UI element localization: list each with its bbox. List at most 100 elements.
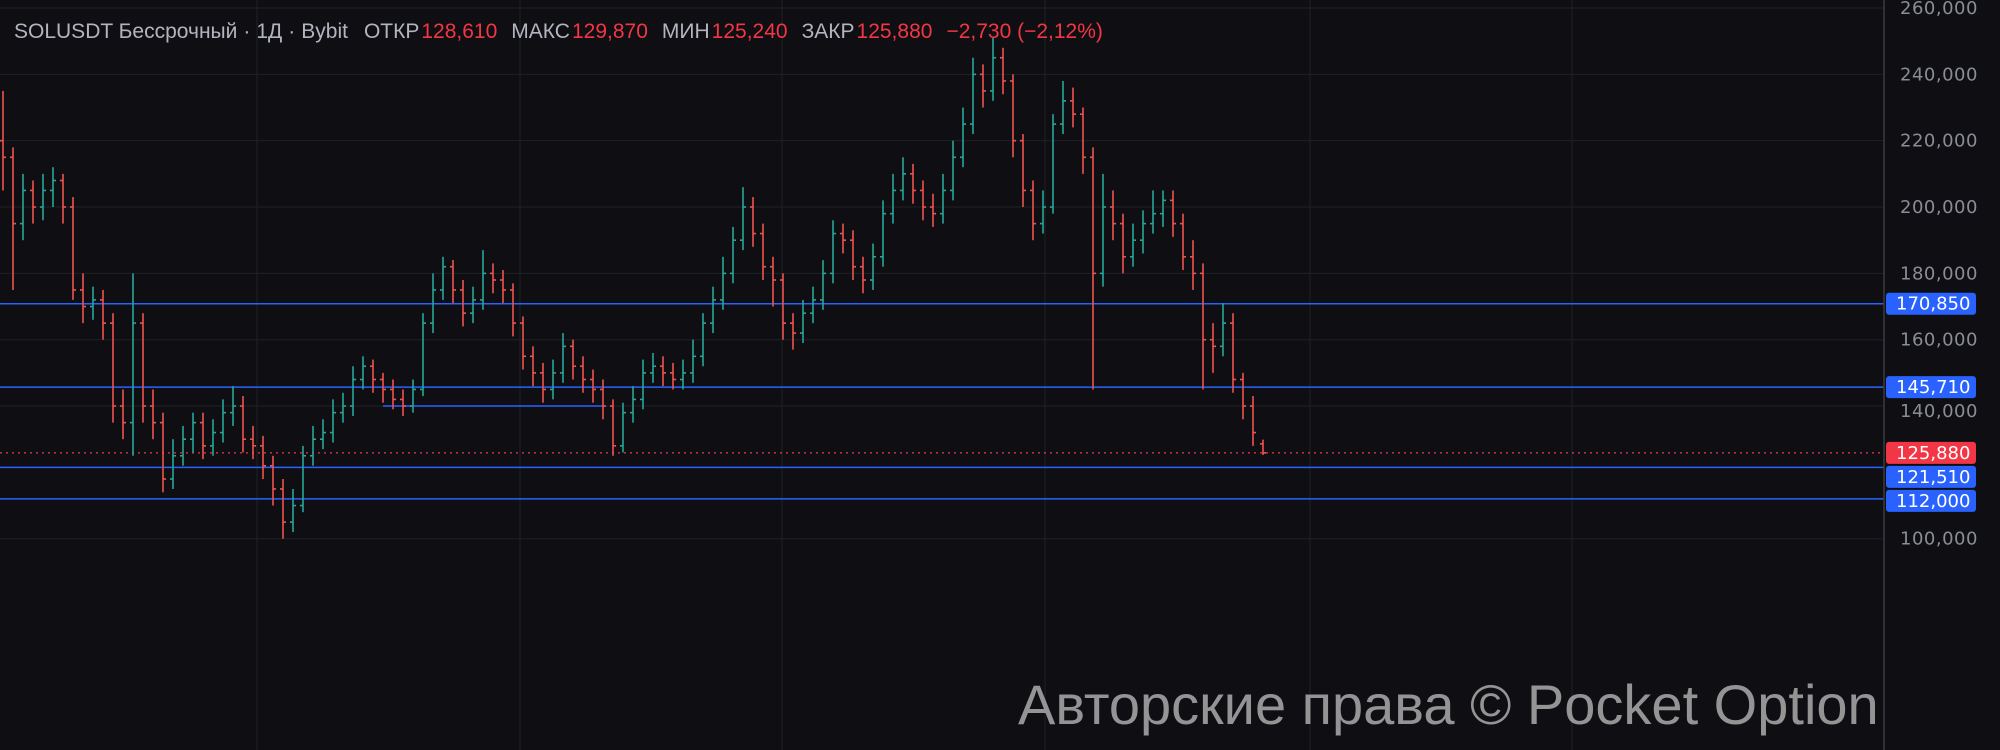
ohlc-bar bbox=[190, 412, 196, 453]
y-tick-label: 100,000 bbox=[1900, 529, 1978, 550]
ohlc-bar bbox=[830, 220, 836, 284]
ohlc-bar bbox=[950, 140, 956, 201]
ohlc-bar bbox=[1220, 303, 1226, 357]
ohlc-bar bbox=[1060, 80, 1066, 135]
ohlc-bar bbox=[980, 64, 986, 108]
ohlc-bar bbox=[60, 173, 66, 224]
ohlc-bar bbox=[510, 283, 516, 337]
ohlc-bar bbox=[1030, 180, 1036, 241]
last-price-label: 125,880 bbox=[1896, 443, 1970, 464]
last-price-tag bbox=[1886, 441, 1976, 464]
ohlc-bar bbox=[1160, 190, 1166, 227]
ohlc-bar bbox=[1140, 210, 1146, 254]
level-price-label: 112,000 bbox=[1896, 491, 1970, 512]
level-price-tag bbox=[1886, 376, 1976, 399]
ohlc-bar bbox=[1200, 263, 1206, 390]
level-price-label: 170,850 bbox=[1896, 294, 1970, 315]
ohlc-bar bbox=[990, 37, 996, 101]
high-value: 129,870 bbox=[571, 20, 648, 43]
level-price-tag bbox=[1886, 489, 1976, 512]
interval[interactable]: 1Д bbox=[256, 20, 283, 43]
ohlc-bar bbox=[400, 389, 406, 416]
ohlc-bar bbox=[20, 173, 26, 241]
ohlc-bar bbox=[220, 399, 226, 443]
ohlc-bar bbox=[100, 289, 106, 340]
ohlc-bar bbox=[820, 260, 826, 310]
ohlc-bar bbox=[130, 273, 136, 456]
ohlc-bar bbox=[1150, 190, 1156, 234]
ohlc-bar bbox=[1210, 323, 1216, 373]
symbol-name[interactable]: SOLUSDT Бессрочный bbox=[14, 20, 238, 43]
low-value: 125,240 bbox=[711, 20, 788, 43]
symbol-legend: SOLUSDT Бессрочный · 1Д · Bybit ОТКР 128… bbox=[14, 20, 1117, 44]
ohlc-bar bbox=[1190, 240, 1196, 290]
ohlc-bar bbox=[600, 379, 606, 420]
close-label: ЗАКР bbox=[801, 20, 855, 43]
ohlc-bar bbox=[90, 286, 96, 320]
ohlc-bar bbox=[630, 386, 636, 423]
horizontal-levels bbox=[0, 302, 1884, 500]
ohlc-bar bbox=[1110, 190, 1116, 241]
level-price-tag bbox=[1886, 292, 1976, 315]
ohlc-bar bbox=[460, 279, 466, 327]
low-label: МИН bbox=[661, 20, 710, 43]
level-price-label: 121,510 bbox=[1896, 467, 1970, 488]
ohlc-bar bbox=[230, 386, 236, 426]
ohlc-bar bbox=[1180, 213, 1186, 271]
ohlc-bar bbox=[280, 479, 286, 539]
ohlc-bars bbox=[0, 37, 1266, 539]
y-tick-label: 140,000 bbox=[1900, 401, 1978, 422]
ohlc-bar bbox=[1250, 396, 1256, 446]
ohlc-bar bbox=[200, 412, 206, 460]
ohlc-bar bbox=[170, 439, 176, 489]
ohlc-bar bbox=[760, 223, 766, 280]
ohlc-bar bbox=[670, 362, 676, 390]
ohlc-bar bbox=[920, 180, 926, 221]
ohlc-bar bbox=[410, 379, 416, 413]
grid bbox=[0, 0, 1884, 750]
ohlc-bar bbox=[730, 226, 736, 284]
ohlc-bar bbox=[480, 250, 486, 310]
ohlc-bar bbox=[650, 352, 656, 383]
ohlc-bar bbox=[70, 197, 76, 300]
ohlc-bar bbox=[1100, 173, 1106, 287]
ohlc-bar bbox=[1260, 439, 1266, 455]
ohlc-bar bbox=[640, 359, 646, 410]
exchange: Bybit bbox=[301, 20, 348, 43]
ohlc-bar bbox=[1040, 190, 1046, 234]
price-axis[interactable]: 260,000 240,000 220,000 200,000 180,000 170,8… bbox=[1886, 0, 1978, 550]
ohlc-bar bbox=[160, 412, 166, 493]
ohlc-bar bbox=[690, 339, 696, 383]
y-tick-label: 240,000 bbox=[1900, 64, 1978, 85]
ohlc-bar bbox=[780, 273, 786, 340]
ohlc-bar bbox=[320, 419, 326, 450]
ohlc-bar bbox=[590, 369, 596, 403]
level-price-label: 145,710 bbox=[1896, 377, 1970, 398]
ohlc-bar bbox=[880, 200, 886, 267]
change-value: −2,730 (−2,12%) bbox=[946, 20, 1103, 43]
ohlc-bar bbox=[1170, 190, 1176, 237]
ohlc-bar bbox=[1240, 372, 1246, 420]
ohlc-bar bbox=[790, 313, 796, 350]
ohlc-bar bbox=[870, 243, 876, 290]
ohlc-bar bbox=[270, 455, 276, 506]
ohlc-bar bbox=[210, 419, 216, 456]
ohlc-bar bbox=[500, 270, 506, 304]
ohlc-bar bbox=[440, 256, 446, 300]
ohlc-bar bbox=[310, 425, 316, 466]
ohlc-bar bbox=[490, 263, 496, 294]
copyright-watermark: Авторские права © Pocket Option bbox=[1018, 673, 1879, 736]
open-value: 128,610 bbox=[421, 20, 498, 43]
ohlc-bar bbox=[40, 173, 46, 221]
ohlc-bar bbox=[1010, 74, 1016, 158]
ohlc-bar bbox=[240, 396, 246, 453]
ohlc-bar bbox=[940, 173, 946, 224]
ohlc-bar bbox=[740, 187, 746, 251]
y-tick-label: 200,000 bbox=[1900, 197, 1978, 218]
ohlc-bar bbox=[580, 356, 586, 393]
open-label: ОТКР bbox=[363, 20, 420, 43]
separator: · bbox=[288, 20, 296, 43]
ohlc-bar bbox=[30, 180, 36, 224]
ohlc-bar bbox=[180, 425, 186, 466]
